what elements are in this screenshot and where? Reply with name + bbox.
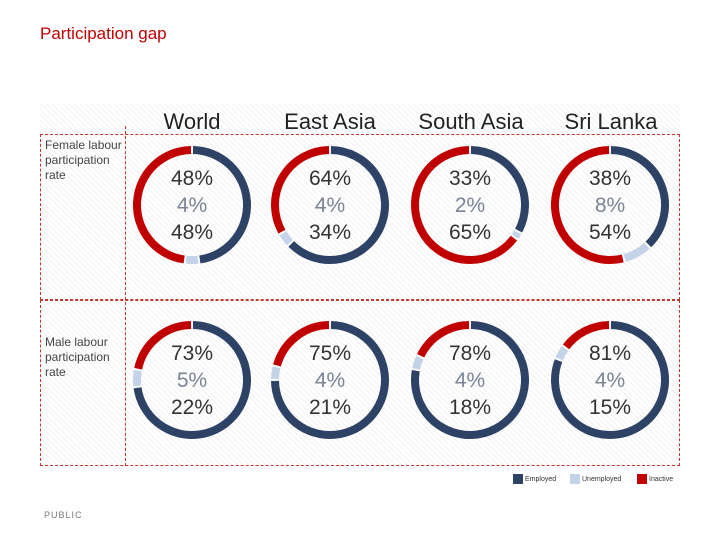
- column-header-world: World: [163, 109, 221, 134]
- donut-label-male-east-asia-inactive: 21%: [309, 396, 351, 419]
- donut-slice-male-south-asia-employed: [411, 321, 529, 439]
- donut-label-male-world-employed: 73%: [171, 342, 213, 365]
- donut-slice-female-east-asia-unemployed: [279, 231, 293, 246]
- donut-label-female-sri-lanka-unemployed: 8%: [595, 194, 625, 217]
- donut-label-female-south-asia-employed: 33%: [449, 167, 491, 190]
- column-header-east-asia: East Asia: [284, 109, 376, 134]
- legend-inactive-label: Inactive: [649, 475, 674, 483]
- footer-classification: PUBLIC: [44, 510, 83, 520]
- page-title: Participation gap: [40, 24, 167, 43]
- legend-inactive-swatch: [637, 474, 647, 484]
- donut-slice-male-sri-lanka-unemployed: [555, 346, 569, 361]
- donut-slice-female-south-asia-inactive: [411, 146, 518, 264]
- legend-employed: Employed: [513, 474, 556, 486]
- donut-slice-male-sri-lanka-employed: [551, 321, 669, 439]
- donut-slice-male-south-asia-inactive: [417, 321, 470, 358]
- donut-slice-female-sri-lanka-employed: [610, 146, 669, 248]
- donut-label-male-world-inactive: 22%: [171, 396, 213, 419]
- legend-employed-label: Employed: [525, 475, 557, 483]
- donut-label-male-sri-lanka-employed: 81%: [589, 342, 631, 365]
- donut-label-female-world-unemployed: 4%: [177, 194, 207, 217]
- donut-slice-male-south-asia-unemployed: [412, 355, 424, 370]
- donut-slice-male-world-employed: [133, 321, 251, 439]
- donut-label-male-south-asia-unemployed: 4%: [455, 369, 485, 392]
- donut-slice-female-south-asia-employed: [470, 146, 529, 233]
- donut-label-female-east-asia-unemployed: 4%: [315, 194, 345, 217]
- donut-slice-male-east-asia-inactive: [273, 321, 330, 367]
- donut-label-male-sri-lanka-inactive: 15%: [589, 396, 631, 419]
- donut-label-male-south-asia-employed: 78%: [449, 342, 491, 365]
- donut-label-male-east-asia-unemployed: 4%: [315, 369, 345, 392]
- donut-label-female-sri-lanka-inactive: 54%: [589, 221, 631, 244]
- legend-inactive: Inactive: [637, 474, 673, 486]
- donut-slice-male-world-unemployed: [133, 369, 142, 387]
- column-header-sri-lanka: Sri Lanka: [564, 109, 658, 134]
- donut-slice-female-south-asia-unemployed: [511, 230, 522, 239]
- donut-slice-female-east-asia-inactive: [271, 146, 330, 234]
- donut-label-male-world-unemployed: 5%: [177, 369, 207, 392]
- donut-slice-male-east-asia-employed: [271, 321, 389, 439]
- donut-slice-male-world-inactive: [134, 321, 192, 370]
- donut-slice-female-east-asia-employed: [288, 146, 389, 264]
- legend-unemployed-swatch: [570, 474, 580, 484]
- donut-slice-female-sri-lanka-inactive: [550, 146, 624, 264]
- legend-unemployed-label: Unemployed: [582, 475, 622, 483]
- male-row-frame: [40, 300, 680, 466]
- row-label-male: Male labour participation rate: [45, 335, 110, 379]
- donut-label-female-world-inactive: 48%: [171, 221, 213, 244]
- donut-slice-female-world-employed: [192, 146, 252, 264]
- donut-slice-male-east-asia-unemployed: [271, 366, 281, 380]
- legend-unemployed: Unemployed: [570, 474, 621, 486]
- column-header-south-asia: South Asia: [418, 109, 524, 134]
- female-row-frame: [40, 134, 680, 300]
- donut-label-female-east-asia-inactive: 34%: [309, 221, 351, 244]
- donut-label-male-east-asia-employed: 75%: [309, 342, 351, 365]
- donut-label-female-sri-lanka-employed: 38%: [589, 167, 631, 190]
- donut-slice-female-sri-lanka-unemployed: [623, 242, 650, 262]
- donut-label-male-sri-lanka-unemployed: 4%: [595, 369, 625, 392]
- donut-label-female-world-employed: 48%: [171, 167, 213, 190]
- row-label-female: Female labour participation rate: [45, 138, 122, 182]
- legend-employed-swatch: [513, 474, 523, 484]
- donut-label-male-south-asia-inactive: 18%: [449, 396, 491, 419]
- donut-slice-female-world-inactive: [132, 146, 192, 264]
- donut-label-female-south-asia-unemployed: 2%: [455, 194, 485, 217]
- donut-slice-male-sri-lanka-inactive: [562, 321, 610, 350]
- donut-label-female-south-asia-inactive: 65%: [449, 221, 491, 244]
- column-divider: [125, 126, 126, 466]
- donut-label-female-east-asia-employed: 64%: [309, 167, 351, 190]
